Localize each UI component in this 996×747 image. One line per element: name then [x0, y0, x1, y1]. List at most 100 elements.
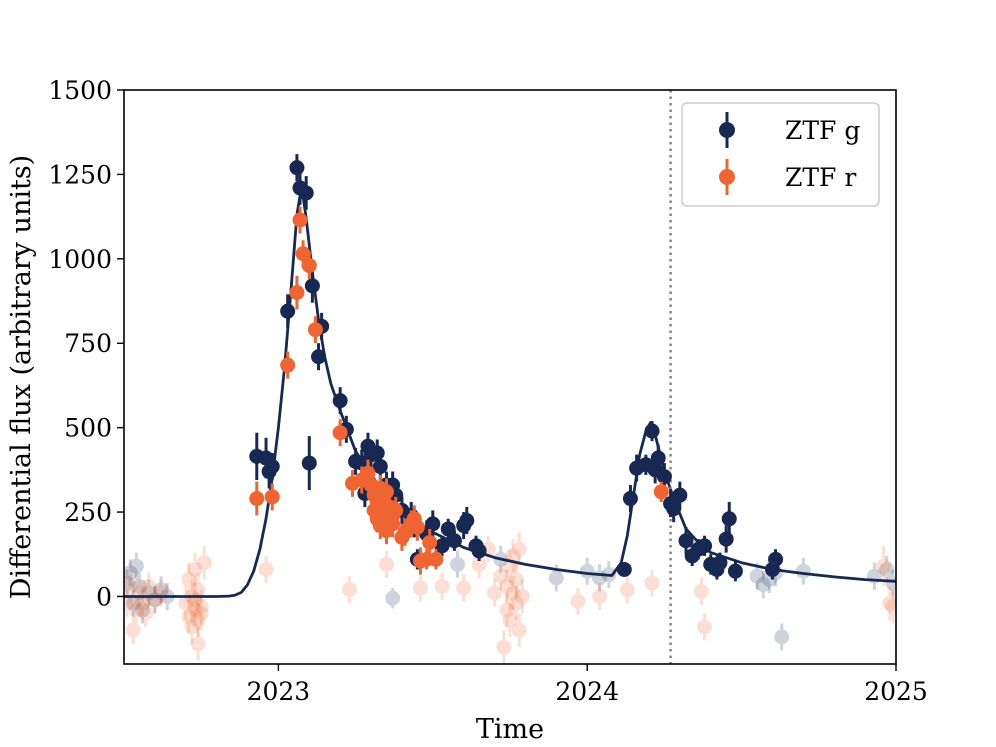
- point-marker: [124, 575, 135, 591]
- faded-series-1-point: [124, 589, 135, 617]
- faded-series-1-point: [190, 603, 206, 637]
- y-tick-label: 500: [64, 414, 112, 443]
- point-marker: [385, 516, 401, 532]
- faded-series-1-point: [882, 586, 896, 621]
- point-marker: [882, 595, 896, 611]
- series-0-point: [727, 561, 743, 582]
- point-marker: [879, 561, 895, 577]
- point-marker: [258, 561, 274, 577]
- point-marker: [264, 489, 280, 505]
- point-marker: [289, 285, 305, 301]
- faded-series-1-point: [125, 616, 141, 644]
- faded-series-1-point: [178, 586, 194, 621]
- point-marker: [141, 578, 157, 594]
- series-0-point: [304, 268, 320, 303]
- point-marker: [190, 582, 206, 598]
- point-marker: [295, 246, 311, 262]
- point-marker: [190, 612, 206, 628]
- point-marker: [184, 619, 200, 635]
- faded-series-1-point: [196, 545, 212, 580]
- faded-series-1-point: [508, 562, 524, 597]
- point-marker: [425, 516, 441, 532]
- faded-series-1-point: [499, 593, 515, 627]
- point-marker: [718, 531, 734, 547]
- series-0-point: [446, 530, 462, 551]
- series-1-point: [422, 528, 438, 556]
- point-marker: [131, 578, 147, 594]
- y-axis-ticks: 0 250 500 750 1000 1250 1500: [48, 76, 124, 611]
- faded-series-0-point: [774, 623, 790, 651]
- point-marker: [456, 580, 472, 596]
- point-marker: [619, 582, 635, 598]
- series-0-point: [311, 343, 327, 371]
- point-marker: [193, 599, 209, 615]
- x-tick-label: 2023: [247, 677, 311, 706]
- faded-series-1-point: [502, 603, 518, 637]
- faded-series-1-point: [505, 576, 521, 610]
- point-marker: [378, 556, 394, 572]
- point-marker: [301, 258, 317, 274]
- series-1-point: [653, 481, 669, 502]
- point-marker: [385, 590, 401, 606]
- series-0-point: [280, 294, 296, 329]
- series-1-point: [301, 252, 317, 280]
- faded-series-0-point: [153, 576, 169, 604]
- faded-series-1-point: [511, 532, 527, 567]
- faded-series-1-point: [697, 613, 713, 641]
- point-marker: [650, 450, 666, 466]
- y-tick-label: 750: [64, 329, 112, 358]
- point-marker: [514, 588, 530, 604]
- point-marker: [666, 501, 682, 517]
- faded-series-1-point: [508, 586, 524, 621]
- point-marker: [428, 551, 444, 567]
- legend: ZTF g ZTF r: [681, 102, 880, 207]
- point-marker: [693, 583, 709, 599]
- series-1-point: [289, 275, 305, 310]
- point-marker: [369, 445, 385, 461]
- faded-series-1-point: [885, 589, 896, 624]
- point-marker: [372, 458, 388, 474]
- point-marker: [511, 622, 527, 638]
- x-axis-ticks: 2023 2024 2025: [247, 664, 928, 706]
- point-marker: [511, 541, 527, 557]
- point-marker: [508, 572, 524, 588]
- point-marker: [450, 556, 466, 572]
- point-marker: [125, 622, 141, 638]
- faded-series-0-point: [450, 550, 466, 578]
- series-0-point: [622, 485, 638, 513]
- faded-series-1-point: [499, 569, 515, 604]
- point-marker: [502, 612, 518, 628]
- point-marker: [135, 595, 151, 611]
- point-marker: [422, 534, 438, 550]
- point-marker: [124, 565, 138, 581]
- point-marker: [885, 575, 896, 591]
- point-marker: [622, 491, 638, 507]
- series-1-point: [280, 351, 296, 379]
- point-marker: [672, 487, 688, 503]
- series-1-point: [409, 513, 425, 541]
- faded-series-0-point: [385, 588, 401, 609]
- point-marker: [434, 538, 450, 554]
- point-marker: [153, 585, 169, 601]
- series-0-point: [616, 561, 632, 577]
- faded-series-1-point: [592, 582, 608, 610]
- series-0-point: [332, 387, 348, 415]
- y-tick-label: 0: [96, 582, 112, 611]
- series-1-point: [388, 496, 404, 524]
- faded-series-1-point: [412, 574, 428, 602]
- faded-series-0-point: [135, 596, 151, 624]
- point-marker: [190, 636, 206, 652]
- point-marker: [298, 185, 314, 201]
- faded-series-0-point: [128, 552, 144, 580]
- point-marker: [755, 577, 771, 593]
- point-marker: [128, 602, 144, 618]
- faded-series-1-point: [187, 552, 203, 587]
- faded-series-1-point: [181, 599, 197, 634]
- x-tick-label: 2024: [555, 677, 619, 706]
- point-marker: [181, 609, 197, 625]
- faded-series-1-point: [187, 593, 203, 627]
- point-marker: [153, 582, 169, 598]
- point-marker: [388, 502, 404, 518]
- faded-series-1-point: [487, 579, 503, 607]
